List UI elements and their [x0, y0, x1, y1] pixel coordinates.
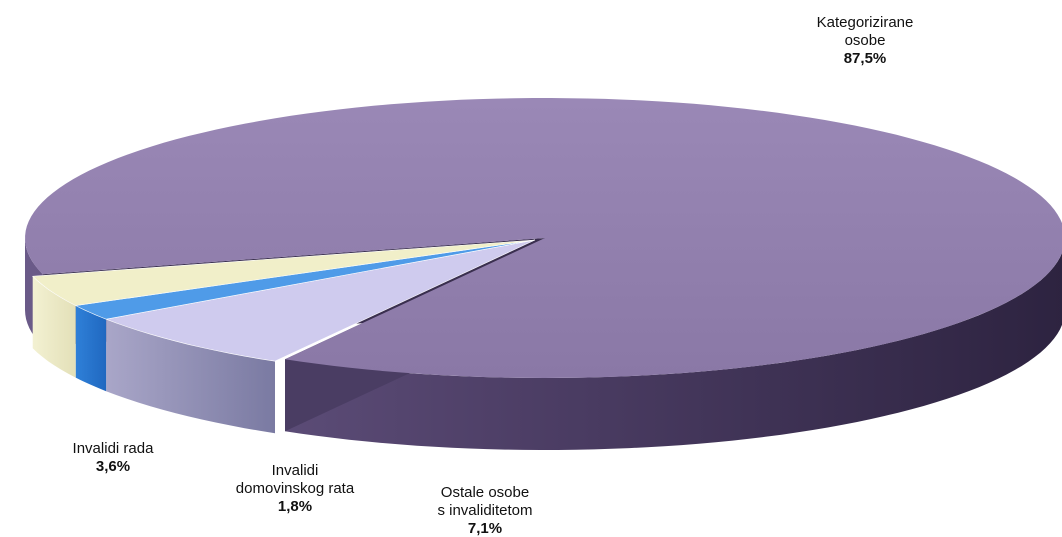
slice-invalidi-rada-side — [32, 276, 76, 378]
slice-invalidi-domovinskog-rata — [74, 239, 536, 320]
slice-invalidi-domovinskog-rata-side — [75, 305, 107, 392]
slice-invalidi-rada — [32, 239, 536, 306]
slice-ostale-osobe — [104, 239, 536, 362]
slice-value-label: 7,1% — [467, 520, 503, 537]
slice-value-label: 87,5% — [843, 50, 887, 67]
slice-kategorizirane-osobe-side — [25, 238, 1062, 450]
slice-value-label: 3,6% — [95, 458, 131, 475]
label-invalidi-rada: Invalidi rada 3,6% — [48, 440, 178, 476]
slice-ostale-osobe-side — [106, 319, 275, 434]
slice-name-line: osobe — [844, 32, 886, 49]
slice-name-line: Invalidi rada — [72, 440, 154, 457]
label-kategorizirane-osobe: Kategorizirane osobe 87,5% — [780, 14, 950, 68]
slice-name-line: Invalidi — [271, 462, 319, 479]
slice-name-line: Ostale osobe — [440, 484, 530, 501]
label-ostale-osobe: Ostale osobe s invaliditetom 7,1% — [400, 484, 570, 537]
slice-value-label: 1,8% — [277, 498, 313, 515]
slice-name-line: domovinskog rata — [235, 480, 355, 497]
slice-name-line: Kategorizirane — [816, 14, 914, 31]
slice-kategorizirane-osobe — [25, 98, 1062, 378]
slice-name-line: s invaliditetom — [437, 502, 533, 519]
label-invalidi-domovinskog-rata: Invalidi domovinskog rata 1,8% — [220, 462, 370, 516]
